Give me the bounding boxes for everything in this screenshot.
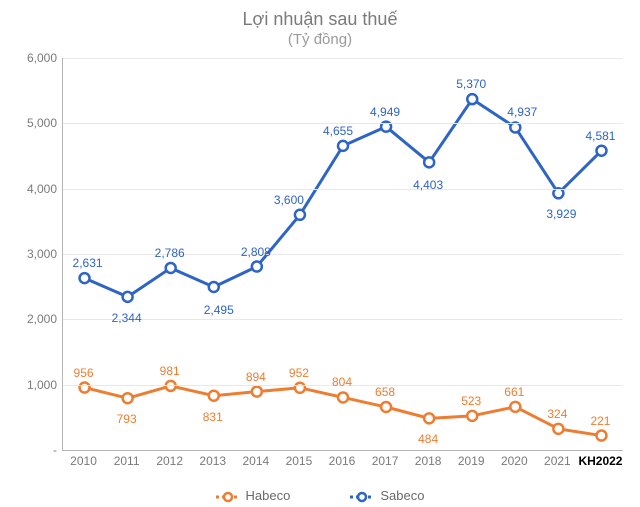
legend-item: Habeco — [216, 488, 291, 503]
data-marker — [338, 392, 348, 402]
data-marker — [123, 292, 133, 302]
x-axis-label: 2017 — [372, 454, 399, 468]
y-axis-label: 6,000 — [7, 51, 57, 65]
x-axis-label: 2020 — [501, 454, 528, 468]
data-label: 981 — [160, 364, 180, 378]
data-marker — [209, 282, 219, 292]
data-label: 4,949 — [370, 105, 400, 119]
x-axis-label: 2014 — [242, 454, 269, 468]
data-marker — [510, 402, 520, 412]
legend-marker — [216, 492, 240, 502]
data-label: 4,581 — [585, 129, 615, 143]
x-axis-label: 2011 — [114, 454, 140, 468]
y-axis-label: 5,000 — [7, 116, 57, 130]
data-marker — [252, 387, 262, 397]
data-label: 324 — [547, 407, 567, 421]
chart-subtitle: (Tỷ đồng) — [0, 31, 640, 53]
data-label: 2,808 — [241, 245, 271, 259]
grid-line — [63, 189, 623, 190]
data-marker — [80, 273, 90, 283]
data-marker — [467, 411, 477, 421]
data-label: 956 — [74, 366, 94, 380]
data-label: 793 — [117, 412, 137, 426]
x-axis-label: 2021 — [544, 454, 571, 468]
y-axis-label: 4,000 — [7, 182, 57, 196]
data-marker — [596, 146, 606, 156]
plot-area — [62, 58, 623, 451]
chart-container: Lợi nhuận sau thuế (Tỷ đồng) Habeco Sabec… — [0, 0, 640, 507]
data-marker — [424, 413, 434, 423]
x-axis-label: 2019 — [458, 454, 485, 468]
data-label: 804 — [332, 375, 352, 389]
data-label: 658 — [375, 385, 395, 399]
data-label: 2,786 — [155, 246, 185, 260]
data-marker — [381, 402, 391, 412]
x-axis-label: 2018 — [415, 454, 442, 468]
data-marker — [467, 94, 477, 104]
x-axis-label: 2016 — [329, 454, 356, 468]
data-marker — [123, 393, 133, 403]
data-marker — [553, 188, 563, 198]
y-axis-label: 2,000 — [7, 312, 57, 326]
legend: Habeco Sabeco — [0, 488, 640, 503]
legend-label: Sabeco — [380, 488, 424, 503]
x-axis-label: 2013 — [199, 454, 226, 468]
data-marker — [166, 263, 176, 273]
grid-line — [63, 254, 623, 255]
data-label: 831 — [203, 410, 223, 424]
legend-item: Sabeco — [350, 488, 424, 503]
data-marker — [295, 210, 305, 220]
data-label: 2,631 — [73, 256, 103, 270]
data-label: 4,937 — [507, 105, 537, 119]
data-label: 2,495 — [204, 303, 234, 317]
data-marker — [596, 431, 606, 441]
data-label: 2,344 — [112, 311, 142, 325]
data-label: 3,600 — [274, 193, 304, 207]
legend-label: Habeco — [246, 488, 291, 503]
y-axis-label: - — [7, 443, 57, 457]
data-marker — [424, 157, 434, 167]
data-label: 523 — [461, 394, 481, 408]
x-axis-label: 2010 — [70, 454, 97, 468]
data-marker — [338, 141, 348, 151]
data-label: 4,403 — [413, 178, 443, 192]
legend-marker — [350, 492, 374, 502]
data-label: 952 — [289, 366, 309, 380]
data-label: 894 — [246, 370, 266, 384]
data-label: 4,655 — [323, 124, 353, 138]
data-marker — [553, 424, 563, 434]
data-marker — [166, 381, 176, 391]
x-axis-label: 2012 — [156, 454, 183, 468]
grid-line — [63, 58, 623, 59]
y-axis-label: 1,000 — [7, 378, 57, 392]
data-label: 221 — [590, 414, 610, 428]
data-marker — [209, 391, 219, 401]
data-label: 484 — [418, 432, 438, 446]
y-axis-label: 3,000 — [7, 247, 57, 261]
x-axis-label: 2015 — [286, 454, 313, 468]
chart-title: Lợi nhuận sau thuế — [0, 0, 640, 31]
data-label: 3,929 — [546, 207, 576, 221]
x-axis-label: KH2022 — [578, 454, 622, 468]
data-label: 5,370 — [456, 77, 486, 91]
data-label: 661 — [504, 385, 524, 399]
grid-line — [63, 319, 623, 320]
data-marker — [252, 262, 262, 272]
